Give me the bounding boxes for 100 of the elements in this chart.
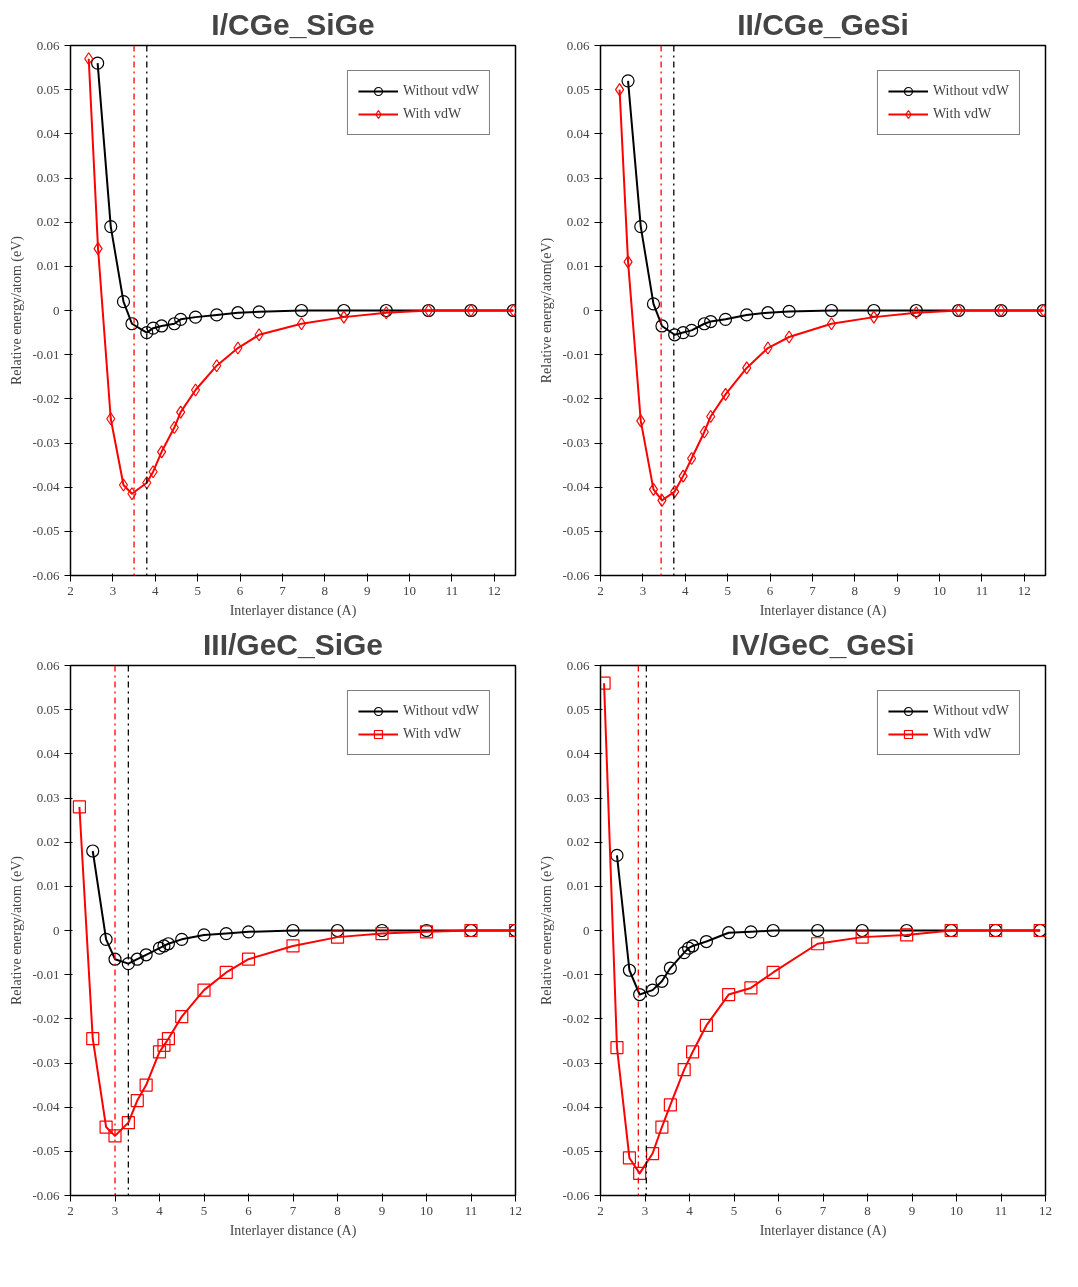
y-tick-label: -0.03 bbox=[32, 435, 60, 450]
x-tick-label: 10 bbox=[403, 582, 417, 598]
x-tick-label: 9 bbox=[893, 582, 901, 598]
x-tick-label: 2 bbox=[597, 1202, 604, 1218]
y-tick-label: -0.01 bbox=[32, 346, 60, 362]
x-tick-label: 3 bbox=[109, 582, 117, 598]
y-tick-label: -0.01 bbox=[32, 966, 60, 982]
y-tick-label: 0.02 bbox=[36, 834, 60, 850]
x-tick-label: 10 bbox=[950, 1202, 963, 1218]
x-tick-label: 5 bbox=[724, 582, 731, 598]
legend-label: With vdW bbox=[402, 106, 462, 122]
x-tick-label: 8 bbox=[851, 582, 859, 598]
y-tick-label: 0 bbox=[53, 302, 60, 318]
x-tick-label: 6 bbox=[766, 582, 774, 598]
x-tick-label: 9 bbox=[363, 582, 371, 598]
x-tick-label: 7 bbox=[289, 1202, 297, 1218]
y-tick-label: 0.05 bbox=[36, 81, 60, 97]
y-tick-label: -0.02 bbox=[562, 390, 590, 406]
y-tick-label: 0.04 bbox=[36, 125, 60, 141]
y-axis-title: Relative energy/atom (eV) bbox=[539, 855, 556, 1006]
y-tick-label: 0.05 bbox=[566, 701, 590, 717]
x-tick-label: 7 bbox=[279, 582, 287, 598]
x-tick-label: 10 bbox=[420, 1202, 433, 1218]
legend-label: Without vdW bbox=[402, 703, 479, 719]
y-tick-label: -0.04 bbox=[562, 479, 590, 495]
y-tick-label: -0.06 bbox=[32, 567, 60, 583]
y-tick-label: 0 bbox=[583, 302, 590, 318]
x-tick-label: 11 bbox=[975, 582, 989, 598]
x-tick-label: 5 bbox=[200, 1202, 208, 1218]
legend-label: With vdW bbox=[932, 106, 992, 122]
x-tick-label: 2 bbox=[67, 1202, 74, 1218]
x-tick-label: 4 bbox=[682, 582, 690, 598]
y-tick-label: -0.03 bbox=[562, 1055, 590, 1070]
x-tick-label: 8 bbox=[864, 1202, 871, 1218]
x-tick-label: 3 bbox=[111, 1202, 119, 1218]
y-tick-label: -0.03 bbox=[32, 1055, 60, 1070]
x-tick-label: 11 bbox=[445, 582, 459, 598]
y-tick-label: -0.06 bbox=[32, 1187, 60, 1203]
y-tick-label: 0.01 bbox=[36, 258, 60, 274]
x-tick-label: 6 bbox=[236, 582, 244, 598]
x-tick-label: 12 bbox=[487, 582, 501, 598]
y-tick-label: -0.05 bbox=[562, 1143, 590, 1159]
y-tick-label: 0.05 bbox=[36, 701, 60, 717]
x-tick-label: 8 bbox=[321, 582, 329, 598]
x-tick-label: 5 bbox=[730, 1202, 738, 1218]
y-tick-label: 0.02 bbox=[566, 214, 590, 230]
y-tick-label: -0.04 bbox=[562, 1099, 590, 1115]
y-tick-label: 0.06 bbox=[566, 37, 590, 53]
y-tick-label: -0.03 bbox=[562, 435, 590, 450]
chart-title: II/CGe_GeSi bbox=[737, 7, 909, 41]
y-tick-label: 0.01 bbox=[566, 258, 590, 274]
x-tick-label: 9 bbox=[378, 1202, 386, 1218]
y-tick-label: -0.01 bbox=[562, 346, 590, 362]
x-tick-label: 4 bbox=[686, 1202, 694, 1218]
y-tick-label: -0.01 bbox=[562, 966, 590, 982]
x-tick-label: 5 bbox=[194, 582, 201, 598]
x-tick-label: 7 bbox=[809, 582, 817, 598]
y-tick-label: -0.05 bbox=[562, 523, 590, 539]
chart-title: IV/GeC_GeSi bbox=[731, 627, 915, 661]
y-tick-label: 0.06 bbox=[566, 657, 590, 673]
y-tick-label: 0.01 bbox=[36, 878, 60, 894]
x-tick-label: 12 bbox=[509, 1202, 522, 1218]
legend-label: Without vdW bbox=[402, 83, 479, 99]
legend-label: With vdW bbox=[402, 726, 462, 742]
x-tick-label: 12 bbox=[1017, 582, 1031, 598]
x-tick-label: 2 bbox=[597, 582, 604, 598]
y-tick-label: 0 bbox=[53, 922, 60, 938]
y-tick-label: -0.05 bbox=[32, 523, 60, 539]
x-tick-label: 4 bbox=[156, 1202, 164, 1218]
y-tick-label: -0.02 bbox=[562, 1010, 590, 1026]
y-tick-label: 0 bbox=[583, 922, 590, 938]
x-tick-label: 7 bbox=[819, 1202, 827, 1218]
y-tick-label: -0.02 bbox=[32, 1010, 60, 1026]
y-tick-label: 0.02 bbox=[36, 214, 60, 230]
x-tick-label: 6 bbox=[245, 1202, 253, 1218]
y-axis-title: Relative energy/atom(eV) bbox=[539, 237, 556, 384]
x-axis-title: Interlayer distance (A) bbox=[229, 602, 357, 619]
y-tick-label: -0.02 bbox=[32, 390, 60, 406]
y-tick-label: 0.03 bbox=[566, 170, 590, 185]
x-axis-title: Interlayer distance (A) bbox=[759, 1222, 887, 1239]
legend-label: Without vdW bbox=[932, 83, 1009, 99]
y-tick-label: -0.06 bbox=[562, 567, 590, 583]
x-tick-label: 6 bbox=[775, 1202, 783, 1218]
chart-title: III/GeC_SiGe bbox=[202, 627, 384, 661]
y-tick-label: 0.06 bbox=[36, 37, 60, 53]
x-tick-label: 9 bbox=[908, 1202, 916, 1218]
x-tick-label: 11 bbox=[464, 1202, 478, 1218]
y-tick-label: 0.04 bbox=[566, 745, 590, 761]
y-tick-label: 0.03 bbox=[566, 790, 590, 805]
x-axis-title: Interlayer distance (A) bbox=[229, 1222, 357, 1239]
x-tick-label: 11 bbox=[994, 1202, 1008, 1218]
y-tick-label: -0.04 bbox=[32, 479, 60, 495]
y-tick-label: 0.04 bbox=[36, 745, 60, 761]
y-tick-label: 0.03 bbox=[36, 170, 60, 185]
x-tick-label: 4 bbox=[152, 582, 160, 598]
x-tick-label: 12 bbox=[1039, 1202, 1052, 1218]
y-axis-title: Relative energy/atom (eV) bbox=[9, 235, 26, 386]
legend-label: With vdW bbox=[932, 726, 992, 742]
y-tick-label: 0.01 bbox=[566, 878, 590, 894]
y-tick-label: -0.05 bbox=[32, 1143, 60, 1159]
